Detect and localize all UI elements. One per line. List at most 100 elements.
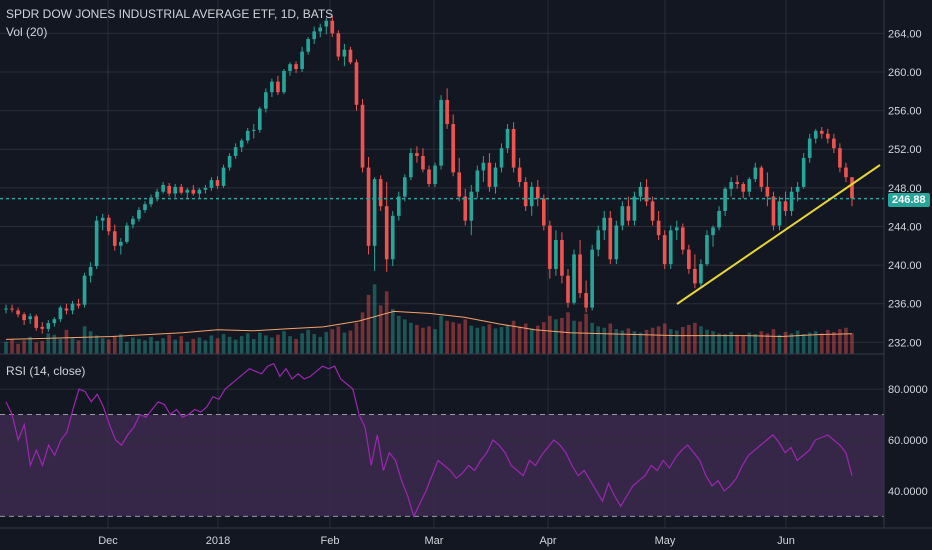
candle-body [433, 165, 437, 184]
price-tick-label: 264.00 [888, 28, 922, 40]
candle-body [64, 308, 69, 311]
volume-bar [403, 319, 407, 355]
volume-bar [421, 327, 425, 355]
volume-bar [312, 334, 316, 355]
volume-bar [741, 335, 746, 355]
candle-body [469, 191, 474, 221]
candle-body [439, 99, 443, 166]
candle-body [511, 128, 516, 168]
volume-bar [366, 294, 371, 355]
volume-bar [330, 329, 335, 355]
volume-bar [560, 317, 564, 355]
volume-bar [155, 341, 159, 355]
candle-body [378, 179, 383, 207]
candle-body [662, 235, 667, 265]
volume-bar [729, 331, 733, 355]
rsi-legend: RSI (14, close) [6, 364, 86, 378]
volume-bar [850, 333, 854, 355]
candle-body [415, 153, 419, 156]
candle-body [765, 186, 770, 197]
candle-body [801, 157, 806, 187]
price-tick-label: 232.00 [888, 337, 922, 349]
candle-body [687, 249, 691, 269]
volume-bar [100, 338, 105, 355]
volume-bar [300, 333, 304, 355]
volume-bar [233, 339, 238, 355]
candle-body [203, 187, 208, 190]
candle-body [16, 310, 20, 315]
volume-bar [354, 322, 359, 355]
volume-bar [342, 332, 347, 355]
volume-bar [735, 334, 739, 355]
candle-body [119, 241, 123, 246]
candle-body [741, 183, 746, 192]
candle-body [52, 319, 57, 324]
candle-body [693, 268, 697, 284]
volume-bar [608, 323, 613, 355]
candle-body [735, 182, 739, 184]
candle-body [505, 128, 510, 149]
volume-bar [529, 328, 534, 355]
candle-body [747, 179, 752, 192]
candle-body [300, 51, 304, 70]
candle-body [88, 267, 93, 276]
candle-body [813, 130, 818, 139]
candle-body [542, 198, 546, 226]
x-tick-label: May [655, 535, 676, 547]
volume-bar [523, 323, 528, 355]
volume-bar [149, 336, 153, 355]
volume-bar [88, 331, 93, 355]
candle-body [167, 185, 171, 194]
x-tick-label: Feb [321, 535, 340, 547]
volume-bar [826, 329, 830, 355]
volume-bar [777, 334, 782, 355]
volume-bar [191, 338, 196, 355]
volume-bar [687, 324, 691, 355]
candle-body [427, 169, 431, 184]
volume-bar [161, 338, 165, 355]
candle-body [523, 182, 528, 207]
volume-bar [28, 336, 32, 355]
candle-body [4, 308, 8, 310]
candle-body [46, 323, 51, 329]
candle-body [125, 225, 129, 242]
volume-bar [674, 330, 679, 355]
volume-bar [318, 336, 323, 355]
candle-body [282, 70, 286, 93]
x-tick-label: Jun [777, 535, 795, 547]
candle-body [82, 275, 87, 305]
candle-body [795, 186, 800, 192]
x-tick-label: Mar [425, 535, 444, 547]
volume-bar [723, 334, 727, 355]
candle-body [239, 140, 244, 148]
candle-body [324, 20, 329, 27]
volume-bar [584, 313, 588, 355]
volume-bar [554, 319, 558, 355]
volume-bar [167, 334, 171, 355]
candle-body [227, 155, 232, 168]
volume-bar [439, 315, 443, 355]
volume-bar [409, 322, 413, 355]
volume-bar [294, 338, 298, 355]
volume-bar [759, 331, 764, 355]
candle-body [644, 186, 649, 202]
volume-ma-line [5, 310, 853, 340]
volume-bar [680, 327, 685, 355]
volume-legend: Vol (20) [6, 25, 48, 39]
candle-body [674, 227, 679, 231]
volume-bar [783, 331, 788, 355]
volume-bar [626, 328, 631, 355]
volume-bar [239, 336, 244, 355]
volume-bar [596, 326, 601, 355]
candle-body [777, 201, 782, 226]
candle-body [137, 210, 141, 219]
x-tick-label: Apr [539, 535, 556, 547]
volume-bar [801, 334, 806, 355]
volume-bar [813, 331, 818, 355]
candle-body [481, 162, 486, 171]
candle-body [191, 189, 196, 194]
volume-bar [251, 338, 256, 355]
volume-bar [433, 329, 437, 355]
candle-body [155, 191, 159, 198]
